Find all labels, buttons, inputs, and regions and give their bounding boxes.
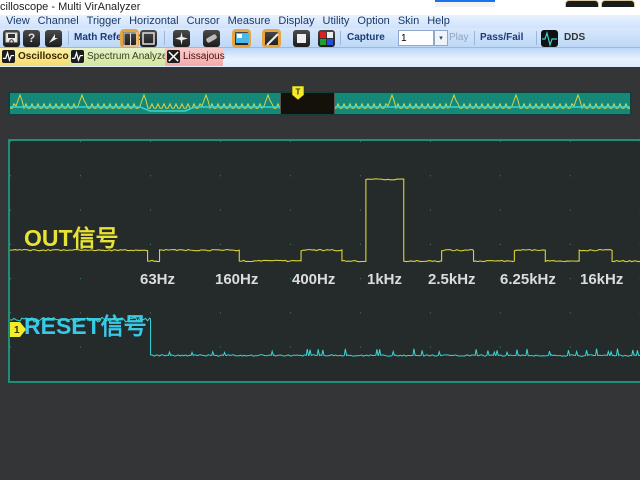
svg-text:T: T: [296, 88, 301, 97]
